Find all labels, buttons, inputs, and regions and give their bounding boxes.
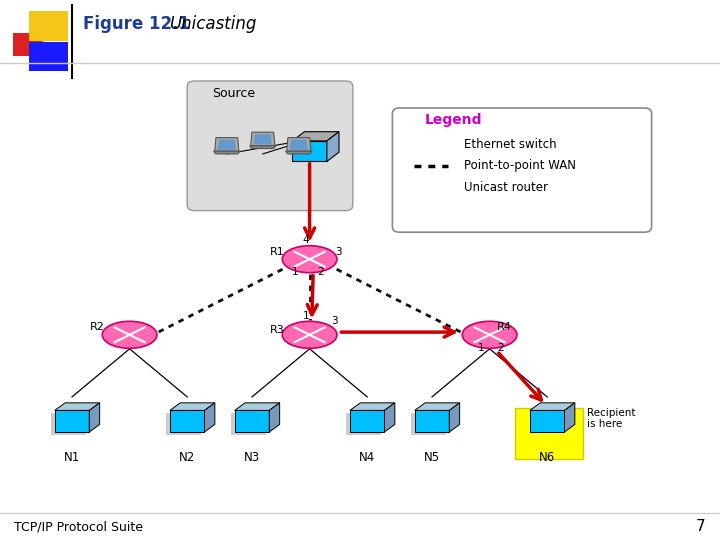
Polygon shape — [231, 413, 266, 435]
Polygon shape — [250, 146, 276, 148]
Polygon shape — [292, 141, 327, 161]
Text: 1: 1 — [477, 343, 485, 353]
Ellipse shape — [462, 321, 517, 348]
Text: Source: Source — [212, 87, 256, 100]
Text: 3: 3 — [331, 316, 338, 326]
Polygon shape — [251, 132, 275, 146]
Polygon shape — [89, 403, 99, 432]
Polygon shape — [170, 410, 204, 432]
Polygon shape — [327, 132, 339, 161]
Bar — [29, 11, 68, 40]
Text: Unicasting: Unicasting — [169, 15, 256, 33]
Polygon shape — [204, 403, 215, 432]
Polygon shape — [214, 151, 240, 154]
Text: 2: 2 — [497, 343, 504, 353]
Polygon shape — [286, 151, 312, 154]
Text: R4: R4 — [497, 322, 512, 333]
FancyBboxPatch shape — [187, 81, 353, 211]
Text: R3: R3 — [270, 325, 284, 335]
Polygon shape — [415, 410, 449, 432]
Text: Unicast router: Unicast router — [464, 181, 549, 194]
Polygon shape — [415, 403, 459, 410]
Polygon shape — [253, 134, 272, 144]
Polygon shape — [235, 410, 269, 432]
Polygon shape — [346, 413, 381, 435]
Text: TCP/IP Protocol Suite: TCP/IP Protocol Suite — [14, 520, 143, 533]
Polygon shape — [526, 413, 561, 435]
Polygon shape — [417, 129, 454, 136]
Polygon shape — [417, 136, 444, 152]
Polygon shape — [530, 403, 575, 410]
Text: N3: N3 — [244, 451, 260, 464]
Polygon shape — [292, 132, 339, 141]
Text: 2: 2 — [317, 267, 324, 278]
Text: Point-to-point WAN: Point-to-point WAN — [464, 159, 577, 172]
Polygon shape — [55, 410, 89, 432]
Polygon shape — [51, 413, 86, 435]
Polygon shape — [289, 140, 308, 150]
Polygon shape — [166, 413, 201, 435]
Polygon shape — [411, 413, 446, 435]
Text: N6: N6 — [539, 451, 555, 464]
Text: N4: N4 — [359, 451, 375, 464]
Text: R2: R2 — [90, 322, 105, 333]
FancyBboxPatch shape — [515, 408, 583, 459]
Polygon shape — [269, 403, 279, 432]
Ellipse shape — [282, 321, 337, 348]
Text: 7: 7 — [696, 519, 706, 534]
Text: 3: 3 — [335, 247, 342, 257]
Ellipse shape — [410, 178, 446, 197]
Polygon shape — [215, 138, 239, 151]
Polygon shape — [449, 403, 459, 432]
Polygon shape — [384, 403, 395, 432]
Ellipse shape — [102, 321, 157, 348]
Polygon shape — [530, 410, 564, 432]
Polygon shape — [170, 403, 215, 410]
Text: Figure 12.1: Figure 12.1 — [83, 15, 190, 33]
Text: N2: N2 — [179, 451, 195, 464]
Polygon shape — [350, 410, 384, 432]
Text: 1: 1 — [292, 267, 299, 278]
Text: N5: N5 — [424, 451, 440, 464]
Bar — [13, 33, 43, 56]
Text: 1: 1 — [302, 310, 310, 321]
Text: N1: N1 — [64, 451, 80, 464]
Text: R1: R1 — [270, 247, 284, 257]
Bar — [29, 42, 68, 71]
Polygon shape — [55, 403, 99, 410]
Polygon shape — [350, 403, 395, 410]
Text: Ethernet switch: Ethernet switch — [464, 138, 557, 151]
Polygon shape — [235, 403, 279, 410]
Polygon shape — [287, 138, 311, 151]
Ellipse shape — [282, 246, 337, 273]
Polygon shape — [217, 140, 236, 150]
Polygon shape — [564, 403, 575, 432]
Text: Legend: Legend — [425, 113, 482, 127]
FancyBboxPatch shape — [392, 108, 652, 232]
Polygon shape — [444, 129, 454, 152]
Text: 4: 4 — [302, 235, 310, 245]
Text: Recipient
is here: Recipient is here — [587, 408, 635, 429]
